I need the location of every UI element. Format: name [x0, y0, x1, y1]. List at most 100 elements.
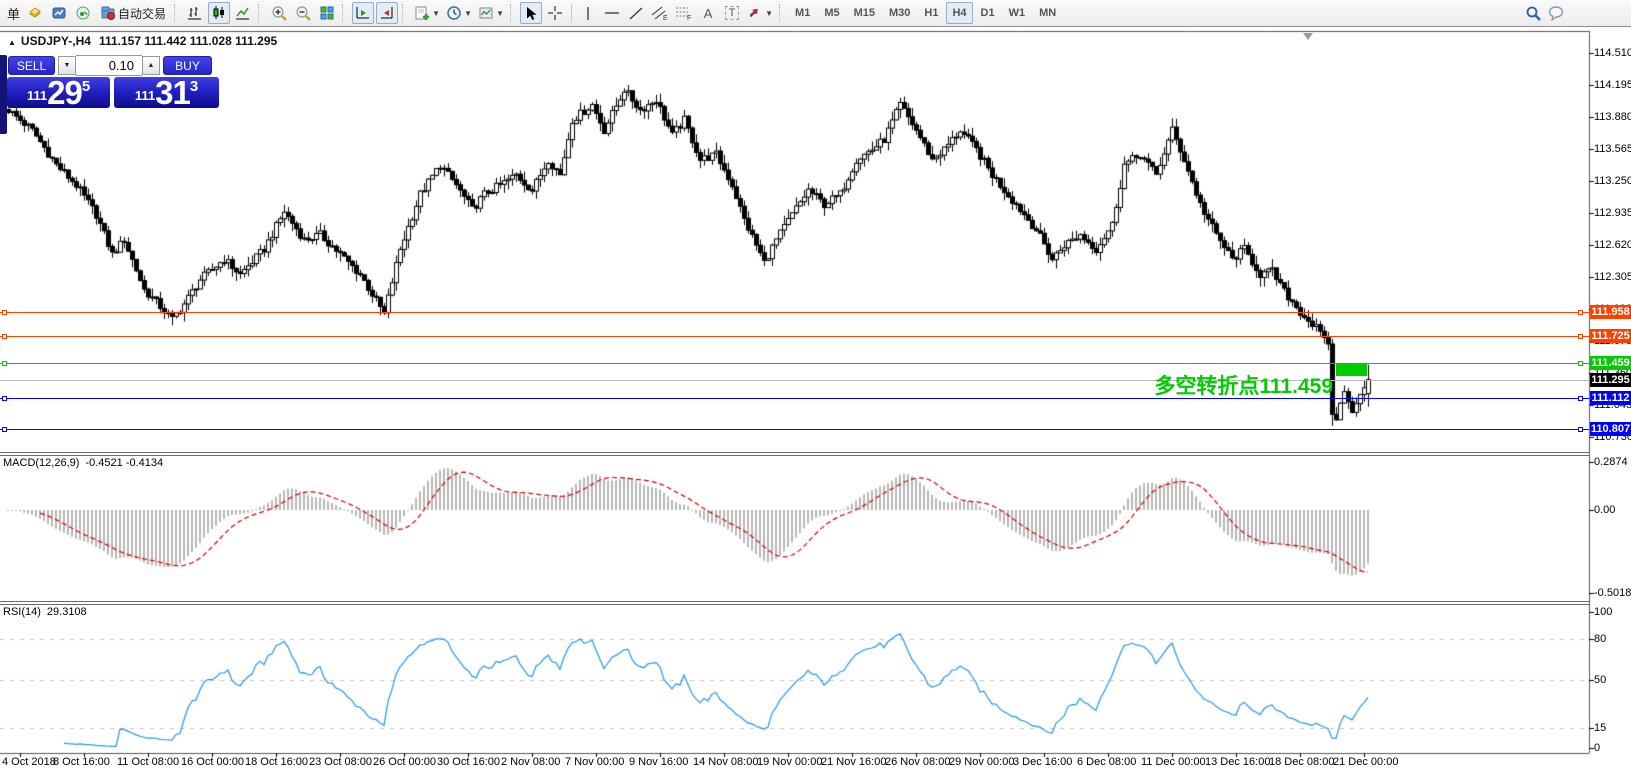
buy-price-main: 31 — [155, 74, 191, 111]
chart-header: ▲ USDJPY-,H4 111.157 111.442 111.028 111.2… — [8, 34, 277, 48]
timeframe-group: M1 M5 M15 M30 H1 H4 D1 W1 MN — [788, 2, 1063, 24]
volume-decrease-button[interactable]: ▼ — [58, 56, 76, 75]
price-level-line-110.807[interactable] — [0, 427, 1589, 433]
line-handle[interactable] — [2, 333, 7, 339]
autotrading-button[interactable]: 自动交易 — [96, 2, 170, 24]
timeframe-m5[interactable]: M5 — [824, 7, 840, 19]
time-axis-label: 21 Dec 00:00 — [1333, 756, 1399, 768]
text-label-tool-icon[interactable]: T — [721, 2, 743, 24]
line-handle[interactable] — [1578, 333, 1583, 339]
price-level-line-111.958[interactable] — [0, 310, 1589, 316]
channel-letter: E — [663, 15, 668, 21]
price-badge-111.459: 111.459 — [1590, 355, 1631, 370]
bar-chart-mode-icon[interactable] — [184, 2, 206, 24]
vertical-line-tool-icon[interactable] — [577, 2, 599, 24]
price-tick-label: 114.510 — [1594, 47, 1631, 59]
buy-button[interactable]: BUY — [163, 56, 212, 75]
toolbar-grip — [342, 4, 347, 22]
subwindow-separator[interactable] — [0, 604, 1590, 605]
menu-order-text[interactable]: 单 — [7, 6, 21, 22]
price-level-line-111.459[interactable] — [0, 360, 1589, 366]
timeframe-h4[interactable]: H4 — [946, 2, 973, 24]
subwindow-separator[interactable] — [0, 455, 1590, 456]
price-level-line-111.725[interactable] — [0, 333, 1589, 339]
timeframe-m1[interactable]: M1 — [795, 7, 811, 19]
zoom-in-icon[interactable] — [268, 2, 290, 24]
line-handle[interactable] — [2, 427, 7, 433]
data-window-icon[interactable] — [48, 2, 70, 24]
autoscroll-icon[interactable] — [376, 2, 399, 24]
candlestick-mode-icon[interactable] — [208, 2, 231, 24]
current-price-line — [0, 379, 1589, 381]
arrows-tool-button[interactable]: ▼ — [745, 2, 775, 24]
sell-price-main: 29 — [47, 74, 83, 111]
price-tick-label: 113.880 — [1594, 111, 1631, 123]
fibonacci-tool-icon[interactable]: F — [673, 2, 695, 24]
macd-name: MACD(12,26,9) — [3, 457, 80, 469]
line-handle[interactable] — [2, 310, 7, 316]
timeframe-m15[interactable]: M15 — [853, 7, 875, 19]
line-handle[interactable] — [2, 396, 7, 402]
tile-windows-icon[interactable] — [316, 2, 338, 24]
crosshair-tool-icon[interactable] — [544, 2, 566, 24]
text-tool-icon[interactable]: A — [697, 2, 719, 24]
volume-input[interactable] — [76, 55, 142, 76]
price-badge-111.112: 111.112 — [1590, 391, 1631, 406]
price-chart-canvas[interactable] — [0, 27, 1631, 775]
timeframe-d1[interactable]: D1 — [980, 7, 995, 19]
line-handle[interactable] — [2, 360, 7, 366]
timeframe-h1[interactable]: H1 — [924, 7, 939, 19]
price-level-line-111.112[interactable] — [0, 396, 1589, 402]
price-tick-label: 114.195 — [1594, 79, 1631, 91]
time-axis-label: 11 Dec 00:00 — [1141, 756, 1206, 768]
chart-template-button[interactable]: ▼ — [476, 2, 506, 24]
line-handle[interactable] — [1578, 310, 1583, 316]
price-tick-label: 112.620 — [1594, 239, 1631, 251]
time-axis-label: 14 Nov 08:00 — [693, 756, 759, 768]
chart-shift-marker[interactable] — [1303, 33, 1313, 40]
channel-tool-icon[interactable]: E — [649, 2, 671, 24]
navigator-signal-icon[interactable] — [72, 2, 94, 24]
macd-tick-label: -0.5018 — [1594, 587, 1631, 599]
text-tool-letter: A — [703, 5, 713, 21]
zoom-out-icon[interactable] — [292, 2, 314, 24]
timeframe-w1[interactable]: W1 — [1008, 7, 1026, 19]
time-axis-label: 18 Oct 16:00 — [245, 756, 308, 768]
search-icon[interactable] — [1522, 2, 1544, 24]
collapse-panel-icon[interactable]: ▲ — [8, 38, 16, 47]
price-badge-111.295: 111.295 — [1590, 372, 1631, 387]
timeframe-m30[interactable]: M30 — [889, 7, 911, 19]
trade-panel-tab[interactable] — [0, 55, 7, 134]
sell-price-display[interactable]: 111 29 5 — [7, 74, 110, 111]
cursor-tool-icon[interactable] — [520, 2, 543, 24]
time-axis-label: 8 Oct 16:00 — [53, 756, 110, 768]
rsi-tick-label: 15 — [1594, 721, 1607, 734]
turning-point-marker[interactable] — [1336, 362, 1367, 376]
volume-increase-button[interactable]: ▲ — [142, 56, 160, 75]
price-tick-label: 112.935 — [1594, 207, 1631, 219]
sell-price-pip: 5 — [81, 78, 91, 95]
price-badge-111.725: 111.725 — [1590, 328, 1631, 343]
price-badge-111.958: 111.958 — [1590, 305, 1631, 320]
chevron-down-icon: ▼ — [464, 8, 472, 18]
horizontal-line-tool-icon[interactable] — [601, 2, 623, 24]
rsi-tick-label: 0 — [1594, 742, 1601, 754]
timeframe-mn[interactable]: MN — [1039, 7, 1057, 19]
market-watch-icon[interactable] — [24, 2, 46, 24]
subwindow-separator[interactable] — [0, 452, 1590, 453]
subwindow-separator[interactable] — [0, 601, 1590, 602]
line-handle[interactable] — [1578, 396, 1583, 402]
new-chart-button[interactable]: ▼ — [412, 2, 442, 24]
buy-price-display[interactable]: 111 31 3 — [114, 74, 219, 111]
period-clock-button[interactable]: ▼ — [444, 2, 474, 24]
toolbar-grip — [779, 4, 784, 22]
chart-shift-icon[interactable] — [352, 2, 375, 24]
line-handle[interactable] — [1578, 360, 1583, 366]
trendline-tool-icon[interactable] — [625, 2, 647, 24]
chat-icon[interactable] — [1546, 2, 1568, 24]
sell-button[interactable]: SELL — [8, 56, 55, 75]
turning-point-annotation[interactable]: 多空转折点111.459 — [1154, 375, 1333, 398]
line-handle[interactable] — [1578, 427, 1583, 433]
line-chart-mode-icon[interactable] — [232, 2, 254, 24]
